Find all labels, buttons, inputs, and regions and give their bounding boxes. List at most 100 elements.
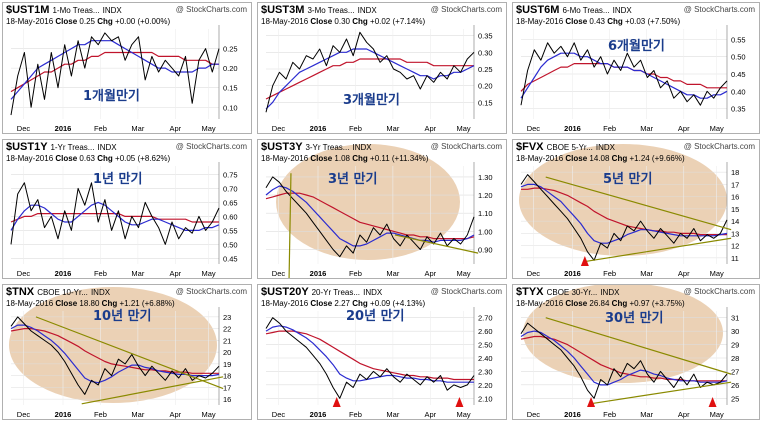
y-tick-label: 2.20	[478, 381, 493, 390]
ma-fast-line	[520, 183, 728, 244]
y-tick-label: 18	[223, 372, 231, 381]
chg-value: +0.00 (+0.00%)	[115, 17, 171, 26]
source-label: @ StockCharts.com	[430, 142, 502, 151]
x-tick-label: May	[202, 124, 216, 133]
source-label: @ StockCharts.com	[430, 5, 502, 14]
price-line	[10, 316, 220, 395]
chg-label: Chg	[611, 154, 628, 163]
symbol-desc: CBOE 5-Yr...	[546, 143, 593, 152]
chart-panel-ust20y: 2.10 2.20 2.30 2.40 2.50 2.60 2.70 Dec 2016 Feb Ma…	[257, 284, 507, 420]
x-tick-label: Dec	[527, 124, 541, 133]
x-tick-label: Dec	[17, 410, 31, 419]
x-tick-label: Apr	[169, 269, 181, 278]
exchange: INDX	[612, 6, 632, 15]
symbol-text: $UST1Y	[6, 141, 48, 153]
y-tick-label: 15	[731, 205, 739, 214]
chg-value: +0.11 (+11.34%)	[370, 154, 429, 163]
y-tick-label: 0.20	[223, 64, 238, 73]
chg-value: +0.02 (+7.14%)	[370, 17, 426, 26]
y-tick-label: 0.25	[478, 65, 493, 74]
symbol-desc: 3-Yr Treas...	[305, 143, 350, 152]
exchange: INDX	[90, 288, 111, 297]
x-tick-label: May	[710, 269, 724, 278]
symbol-text: $TYX	[516, 286, 544, 298]
x-tick-label: Mar	[131, 124, 144, 133]
x-tick-label: Feb	[603, 410, 616, 419]
symbol-text: $UST3M	[261, 4, 305, 16]
chg-value: +1.21 (+6.88%)	[119, 299, 175, 308]
y-tick-label: 0.55	[731, 35, 746, 44]
chart-symbol: $UST1M 1-Mo Treas... INDX	[6, 4, 122, 16]
y-tick-label: 0.15	[478, 98, 493, 107]
y-tick-label: 0.15	[223, 84, 238, 93]
y-tick-label: 22	[223, 325, 231, 334]
y-tick-label: 0.45	[223, 254, 238, 263]
symbol-text: $UST3Y	[261, 141, 303, 153]
y-tick-label: 2.10	[478, 394, 493, 403]
chart-panel-fvx: 11 12 13 14 15 16 17 18 Dec 2016 Feb Mar Apr May $FVX …	[512, 139, 760, 279]
y-tick-label: 29	[731, 341, 739, 350]
y-tick-label: 25	[731, 394, 739, 403]
y-tick-label: 1.30	[478, 173, 493, 182]
y-tick-label: 0.90	[478, 245, 493, 254]
close-info: 18-May-2016 Close 0.43 Chg +0.03 (+7.50%…	[516, 17, 680, 26]
close-value: 0.63	[79, 154, 95, 163]
y-tick-label: 2.70	[478, 314, 493, 323]
exchange: INDX	[600, 288, 620, 297]
maturity-annotation: 1개월만기	[83, 89, 140, 104]
x-tick-label: 2016	[55, 124, 72, 133]
exchange: INDX	[363, 288, 383, 297]
y-tick-label: 0.20	[478, 82, 493, 91]
close-label: Close	[55, 154, 78, 163]
x-tick-label: Apr	[678, 124, 690, 133]
chart-svg: 11 12 13 14 15 16 17 18 Dec 2016 Feb Mar Apr May	[519, 144, 739, 278]
ma-slow-line	[265, 58, 474, 100]
x-tick-label: 2016	[564, 269, 581, 278]
x-tick-label: May	[710, 410, 724, 419]
y-tick-label: 2.50	[478, 341, 493, 350]
y-tick-label: 20	[223, 348, 231, 357]
chart-svg: 0.10 0.15 0.20 0.25 Dec 2016 Feb Mar Apr May	[10, 25, 238, 133]
x-tick-label: Mar	[640, 269, 653, 278]
trend-line	[394, 234, 479, 254]
ma-slow-line	[265, 330, 474, 381]
symbol-desc: 3-Mo Treas...	[307, 6, 355, 15]
x-tick-label: Apr	[678, 269, 690, 278]
source-label: @ StockCharts.com	[175, 5, 247, 14]
date-text: 18-May-2016	[6, 154, 54, 163]
trend-line	[545, 176, 732, 231]
x-tick-label: Feb	[349, 410, 362, 419]
chg-label: Chg	[352, 17, 368, 26]
ma-fast-line	[520, 330, 728, 386]
y-tick-label: 13	[731, 229, 739, 238]
x-tick-label: Mar	[386, 410, 399, 419]
date-text: 18-May-2016	[261, 299, 309, 308]
ma-fast-line	[265, 185, 475, 247]
x-tick-label: May	[457, 124, 471, 133]
y-tick-label: 28	[731, 354, 739, 363]
red-arrow-icon	[708, 397, 717, 407]
x-tick-label: Dec	[527, 410, 541, 419]
close-info: 18-May-2016 Close 2.27 Chg +0.09 (+4.13%…	[261, 299, 425, 308]
close-info: 18-May-2016 Close 0.63 Chg +0.05 (+8.62%…	[6, 154, 170, 163]
x-tick-label: Apr	[424, 269, 436, 278]
highlight-ellipse	[276, 144, 460, 260]
red-arrow-icon	[455, 397, 464, 407]
close-label: Close	[310, 154, 333, 163]
x-tick-label: Feb	[603, 124, 616, 133]
maturity-annotation: 5년 만기	[603, 172, 653, 187]
y-tick-label: 14	[731, 217, 739, 226]
chart-symbol: $UST1Y 1-Yr Treas... INDX	[6, 141, 117, 153]
price-line	[265, 31, 475, 113]
chart-svg: 0.45 0.50 0.55 0.60 0.65 0.70 0.75 Dec 2016 Feb Ma…	[10, 162, 238, 278]
price-line	[265, 317, 475, 399]
chart-panel-tyx: 25 26 27 28 29 30 31 Dec 2016 Feb Mar Apr May $TYX CB…	[512, 284, 760, 420]
chart-panel-ust1y: 0.45 0.50 0.55 0.60 0.65 0.70 0.75 Dec 2016 Feb Ma…	[2, 139, 252, 279]
close-value: 18.80	[79, 299, 100, 308]
y-tick-label: 31	[731, 314, 739, 323]
y-tick-label: 17	[731, 180, 739, 189]
x-tick-label: Apr	[424, 410, 436, 419]
x-tick-label: Feb	[603, 269, 616, 278]
trend-line	[584, 237, 732, 263]
